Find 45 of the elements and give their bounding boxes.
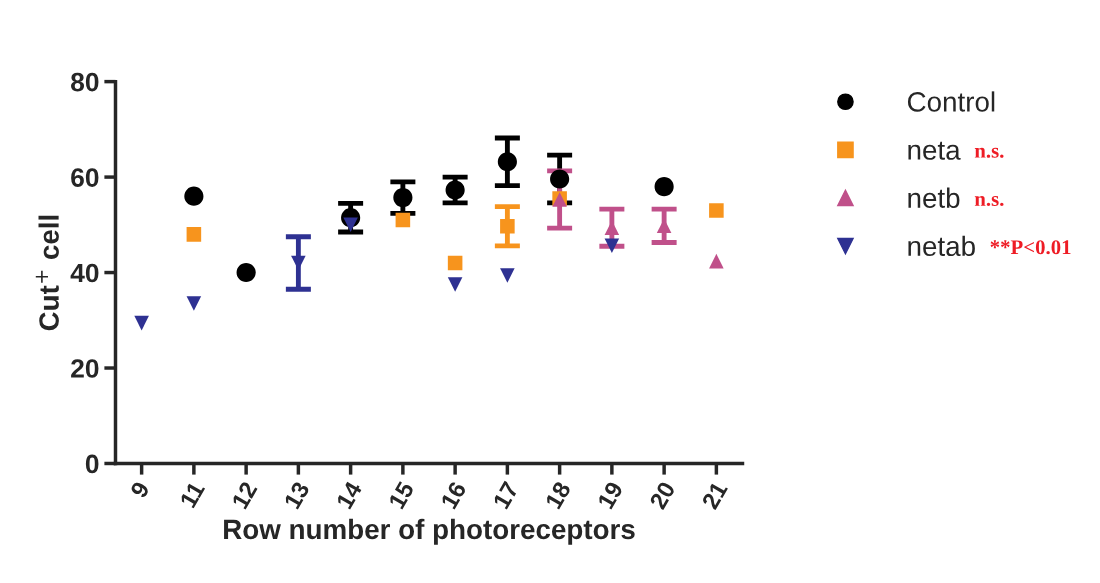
x-tick-label: 16 (440, 480, 467, 510)
point (709, 203, 724, 218)
point (709, 253, 724, 269)
x-tick-label: 9 (129, 480, 150, 499)
point (654, 177, 674, 197)
point (395, 212, 411, 228)
text: n.s. (974, 195, 1004, 207)
point (447, 277, 463, 292)
x-tick-label: 20 (648, 480, 676, 511)
x-tick-label: 21 (701, 480, 728, 511)
point (604, 238, 620, 254)
x-tick-label: 11 (179, 480, 206, 509)
text: **P<0.01 (990, 240, 1071, 255)
point (500, 268, 515, 283)
y-tick-label: 20 (71, 359, 99, 378)
y-axis-title: Cut$^{+}$ cell (35, 215, 59, 331)
x-tick-label: 13 (283, 480, 311, 510)
legend-label: neta (908, 141, 961, 160)
point (447, 255, 463, 271)
point (134, 315, 149, 331)
point (343, 217, 358, 233)
point (393, 188, 413, 208)
text: n.s. (974, 147, 1004, 158)
x-tick-label: 14 (336, 480, 363, 510)
legend-label: netb (908, 187, 960, 208)
y-tick-label: 0 (85, 454, 99, 474)
point (186, 227, 202, 242)
point (236, 262, 256, 283)
x-tick-label: 12 (231, 480, 258, 510)
y-tick-label: 40 (70, 263, 99, 283)
y-tick-label: 80 (71, 72, 99, 92)
y-tick-label: 60 (71, 168, 99, 187)
legend-label: netab (908, 235, 975, 257)
x-tick-label: 18 (544, 480, 572, 510)
point (186, 296, 202, 311)
point (500, 218, 515, 234)
point (550, 169, 570, 189)
x-tick-label: 15 (388, 480, 415, 510)
point (184, 186, 204, 206)
point (445, 180, 465, 200)
legend-label: Control (907, 91, 995, 112)
x-tick-label: 19 (597, 480, 624, 510)
x-axis-title: Row number of photoreceptors (224, 518, 635, 545)
point (497, 152, 517, 172)
x-tick-label: 17 (492, 480, 519, 510)
